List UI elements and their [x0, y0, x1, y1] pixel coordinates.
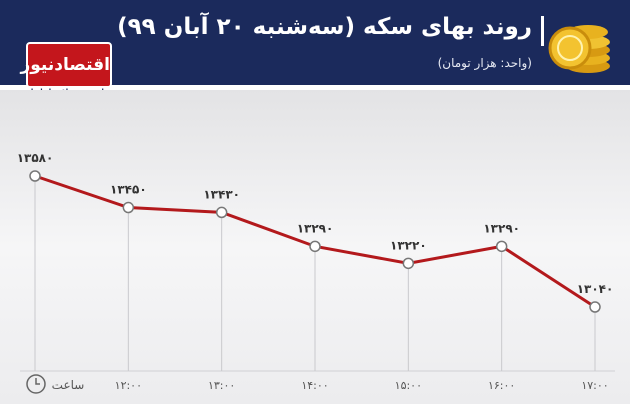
- x-tick-label: ۱۷:۰۰: [581, 379, 608, 392]
- point: [495, 240, 508, 253]
- chart-subtitle: (واحد: هزار تومان): [437, 56, 532, 70]
- point: [309, 240, 321, 253]
- point: [122, 201, 135, 214]
- x-axis-label: ساعت: [52, 378, 85, 392]
- logo: اقتصادنیوز: [20, 42, 112, 88]
- point: [29, 170, 41, 182]
- data-label: ۱۳۲۹۰: [483, 221, 520, 235]
- data-label: ۱۳۲۹۰: [297, 221, 334, 235]
- point: [589, 301, 601, 313]
- coins-icon: [548, 25, 610, 73]
- point: [402, 257, 415, 270]
- title-divider: [541, 16, 544, 46]
- chart: ساعت ۱۳۵۸۰ ۱۳۴۵۰ ۱۲:۰۰ ۱۳۴۳۰ ۱۳:۰۰ ۱۳۲۹۰ ۱۴:۰۰…: [0, 90, 630, 404]
- chart-title: روند بهای سکه (سه‌شنبه ۲۰ آبان ۹۹): [117, 14, 532, 40]
- data-label: ۱۳۲۲۰: [390, 238, 427, 252]
- x-tick-label: ۱۲:۰۰: [115, 379, 142, 392]
- data-label: ۱۳۰۴۰: [577, 282, 614, 296]
- point: [215, 206, 228, 219]
- data-label: ۱۳۴۵۰: [110, 183, 147, 197]
- x-tick-label: ۱۵:۰۰: [395, 379, 422, 392]
- x-tick-label: ۱۶:۰۰: [488, 379, 515, 392]
- clock-icon: [26, 374, 46, 394]
- x-tick-label: ۱۴:۰۰: [301, 379, 328, 392]
- x-tick-label: ۱۳:۰۰: [208, 379, 235, 392]
- data-label: ۱۳۴۳۰: [203, 187, 240, 201]
- data-label: ۱۳۵۸۰: [17, 151, 54, 165]
